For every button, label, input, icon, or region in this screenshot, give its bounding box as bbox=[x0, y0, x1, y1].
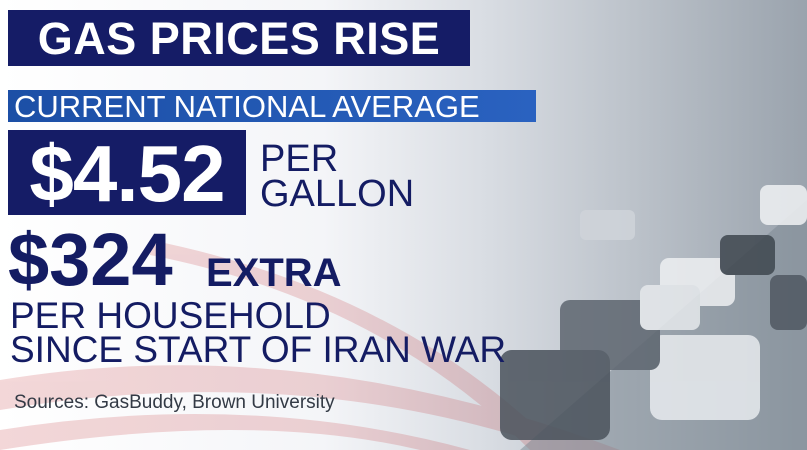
extra-description: SINCE START OF IRAN WAR bbox=[10, 329, 507, 370]
extra-description: PER HOUSEHOLD bbox=[10, 295, 331, 336]
price-unit: GALLON bbox=[260, 173, 415, 215]
cars bbox=[500, 185, 807, 440]
subtitle-bar bbox=[8, 90, 536, 122]
extra-label: EXTRA bbox=[206, 251, 342, 295]
extra-amount: $324 bbox=[8, 218, 173, 301]
price-unit: PER bbox=[260, 138, 339, 180]
headline: GAS PRICES RISE bbox=[37, 13, 441, 64]
subtitle: CURRENT NATIONAL AVERAGE bbox=[14, 89, 480, 124]
sources: Sources: GasBuddy, Brown University bbox=[14, 392, 335, 413]
title-box bbox=[8, 10, 470, 66]
price: $4.52 bbox=[29, 129, 225, 218]
price-box bbox=[8, 130, 246, 215]
